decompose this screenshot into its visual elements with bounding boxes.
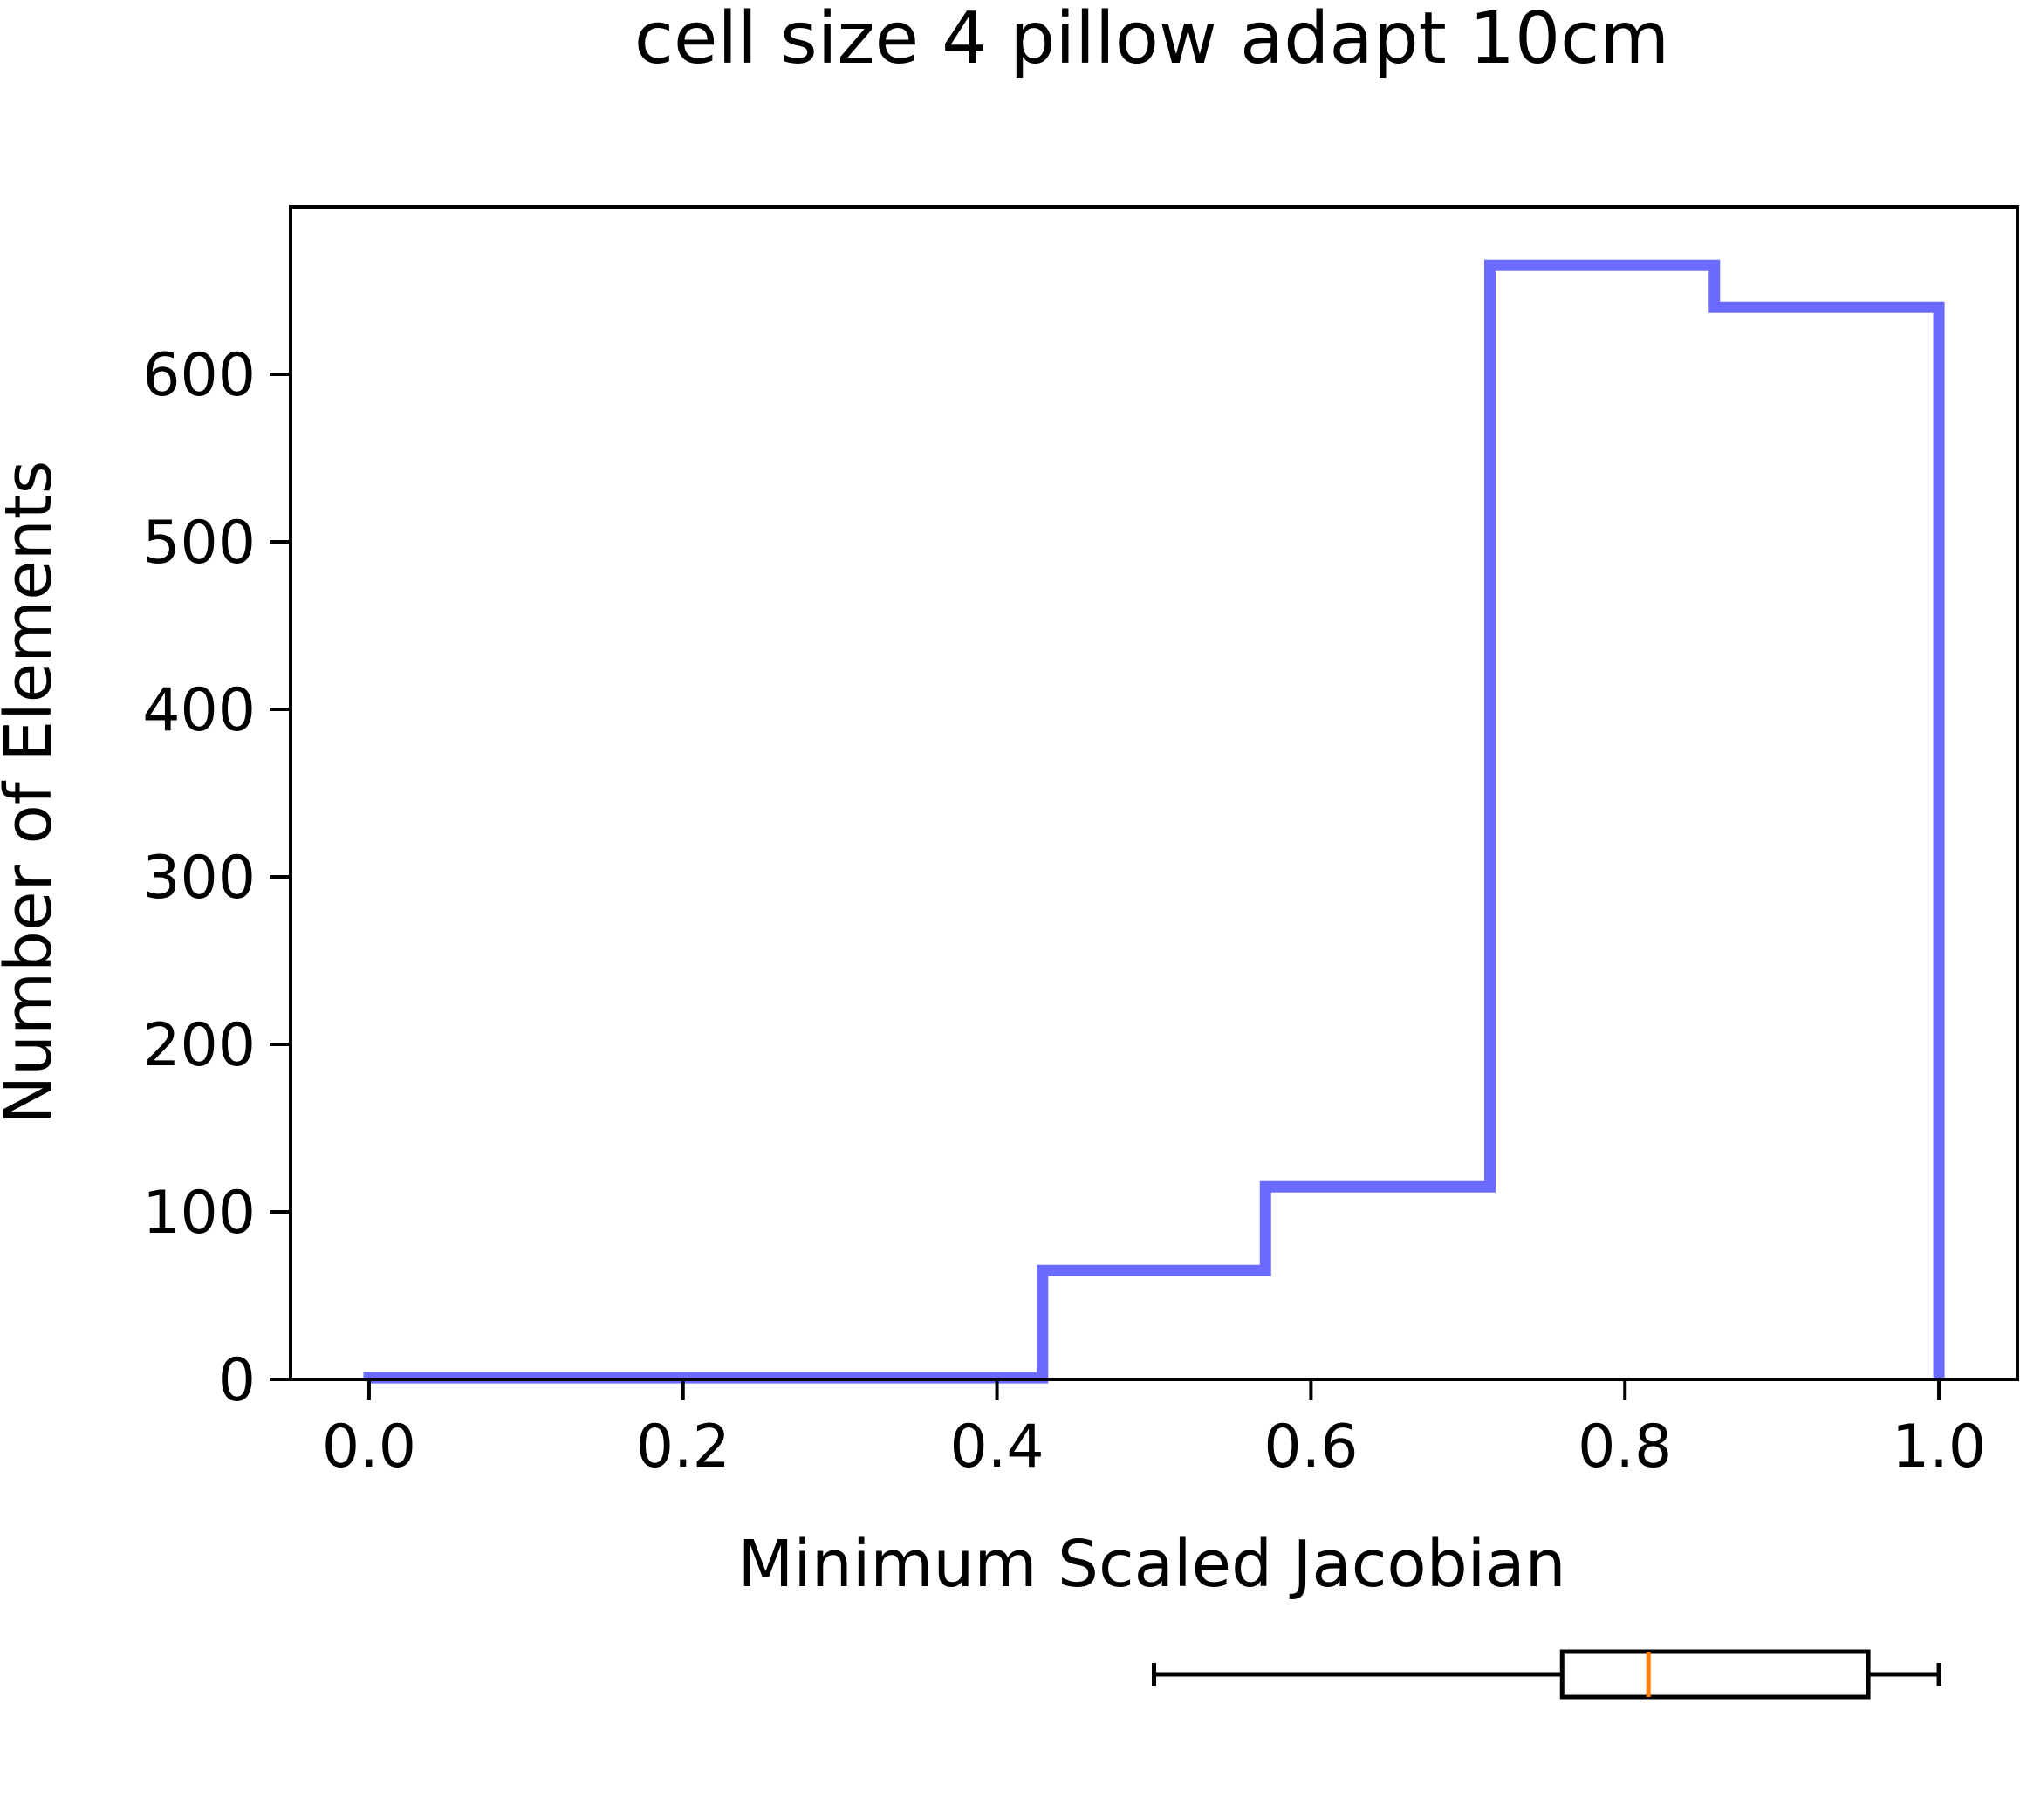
- y-axis-label: Number of Elements: [0, 461, 66, 1125]
- boxplot: [1152, 1649, 1941, 1700]
- boxplot-box: [1559, 1649, 1871, 1700]
- plot-area: 0.0 0.2 0.4 0.6 0.8 1.0 0 100 200 300 400 500 600: [142, 205, 2019, 1481]
- y-tick-label: 0: [218, 1346, 256, 1415]
- x-axis-label: Minimum Scaled Jacobian: [738, 1527, 1566, 1602]
- axes-frame: [289, 205, 2019, 1381]
- y-tick-label: 200: [142, 1011, 256, 1080]
- x-tick-label: 0.6: [1263, 1413, 1358, 1481]
- x-tick-label: 0.0: [322, 1413, 416, 1481]
- y-tick-label: 400: [142, 676, 256, 745]
- x-tick-label: 0.8: [1578, 1413, 1672, 1481]
- x-tick-label: 0.2: [636, 1413, 730, 1481]
- x-tick-label: 0.4: [950, 1413, 1044, 1481]
- chart-title: cell size 4 pillow adapt 10cm: [634, 0, 1669, 80]
- y-tick-label: 500: [142, 509, 256, 578]
- y-tick-label: 300: [142, 844, 256, 913]
- x-tick-label: 1.0: [1892, 1413, 1986, 1481]
- y-tick-label: 100: [142, 1179, 256, 1248]
- y-tick-label: 600: [142, 341, 256, 410]
- histogram-step: [363, 259, 1945, 1384]
